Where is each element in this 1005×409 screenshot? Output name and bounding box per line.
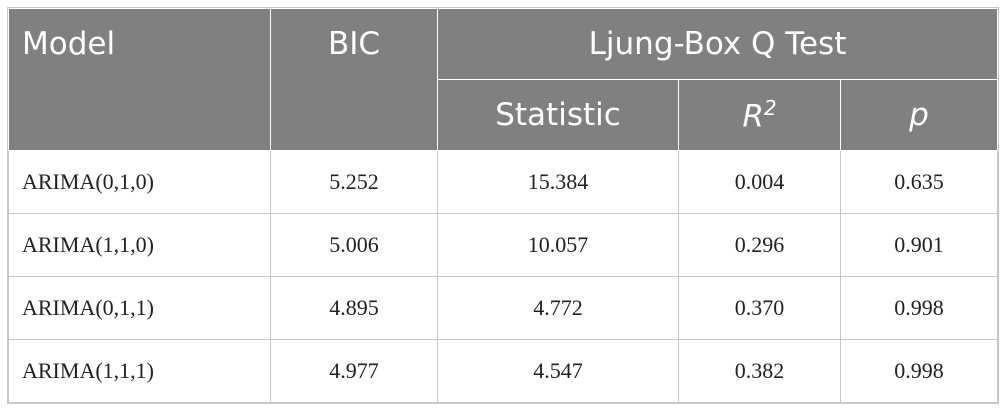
r2-sup: 2	[763, 95, 777, 120]
value-cell: 0.998	[840, 339, 998, 403]
model-cell: ARIMA(1,1,0)	[8, 213, 271, 277]
table-row: ARIMA(1,1,0) 5.006 10.057 0.296 0.901	[8, 213, 998, 277]
table-row: ARIMA(0,1,0) 5.252 15.384 0.004 0.635	[8, 150, 998, 214]
value-cell: 4.977	[270, 339, 438, 403]
value-cell: 15.384	[437, 150, 679, 214]
header-bic: BIC	[270, 8, 438, 151]
model-cell: ARIMA(1,1,1)	[8, 339, 271, 403]
table-body: ARIMA(0,1,0) 5.252 15.384 0.004 0.635 ARIMA(1…	[8, 150, 998, 403]
header-group: Ljung-Box Q Test	[437, 8, 998, 80]
value-cell: 5.006	[270, 213, 438, 277]
value-cell: 0.370	[678, 276, 841, 340]
value-cell: 5.252	[270, 150, 438, 214]
value-cell: 4.547	[437, 339, 679, 403]
model-cell: ARIMA(0,1,1)	[8, 276, 271, 340]
value-cell: 0.296	[678, 213, 841, 277]
table-row: ARIMA(1,1,1) 4.977 4.547 0.382 0.998	[8, 339, 998, 403]
value-cell: 0.901	[840, 213, 998, 277]
model-cell: ARIMA(0,1,0)	[8, 150, 271, 214]
header-model: Model	[8, 8, 271, 151]
header-statistic: Statistic	[437, 79, 679, 151]
value-cell: 10.057	[437, 213, 679, 277]
value-cell: 0.382	[678, 339, 841, 403]
value-cell: 4.895	[270, 276, 438, 340]
value-cell: 0.004	[678, 150, 841, 214]
results-table: Model BIC Ljung-Box Q Test Statistic R2 …	[7, 7, 999, 404]
value-cell: 4.772	[437, 276, 679, 340]
value-cell: 0.998	[840, 276, 998, 340]
value-cell: 0.635	[840, 150, 998, 214]
r2-base: R	[742, 98, 764, 135]
header-p: p	[840, 79, 998, 151]
header-r2: R2	[678, 79, 841, 151]
table-row: ARIMA(0,1,1) 4.895 4.772 0.370 0.998	[8, 276, 998, 340]
